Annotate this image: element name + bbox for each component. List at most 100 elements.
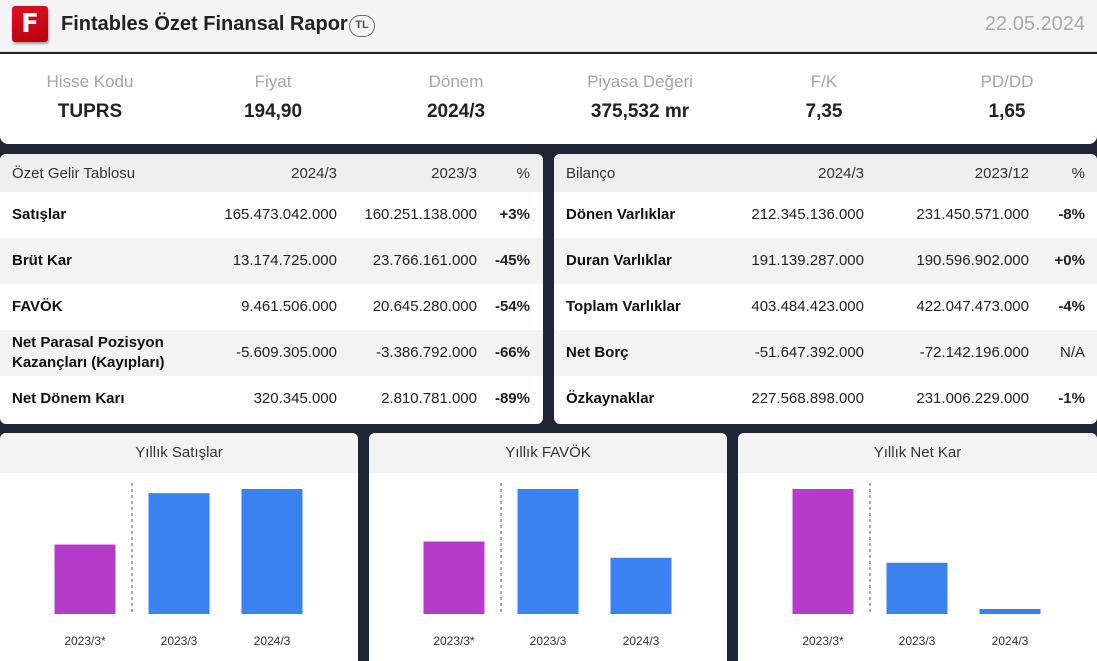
current-value: 403.484.423.000 xyxy=(751,298,864,315)
x-tick-label: 2024/3 xyxy=(623,634,660,648)
change-percent: -66% xyxy=(494,344,530,361)
previous-value: 231.006.229.000 xyxy=(916,390,1029,407)
row-label: Duran Varlıklar xyxy=(566,252,672,269)
metric-price: Fiyat 194,90 xyxy=(183,72,363,123)
current-value: -5.609.305.000 xyxy=(236,344,337,361)
change-percent: -8% xyxy=(1058,206,1085,223)
annual-sales-chart: Yıllık Satışlar 2023/3* 2023/3 2024/3 xyxy=(0,433,358,661)
change-percent: N/A xyxy=(1059,344,1085,361)
metric-pe: F/K 7,35 xyxy=(734,72,914,123)
previous-value: -3.386.792.000 xyxy=(376,344,477,361)
x-tick-label: 2023/3* xyxy=(64,634,106,648)
logo-letter: F xyxy=(21,9,39,39)
row-label-line: Kazançları (Kayıpları) xyxy=(12,354,165,371)
row-label-line: Net Parasal Pozisyon xyxy=(12,334,164,351)
change-percent: +0% xyxy=(1054,252,1085,269)
previous-value: 422.047.473.000 xyxy=(916,298,1029,315)
table-row: Toplam Varlıklar 403.484.423.000 422.047… xyxy=(554,284,1097,330)
chart-plot: 2023/3* 2023/3 2024/3 xyxy=(792,483,1041,648)
income-statement-panel: Özet Gelir Tablosu 2024/3 2023/3 % Satış… xyxy=(0,154,543,424)
x-tick-label: 2023/3* xyxy=(433,634,475,648)
current-value: 320.345.000 xyxy=(253,390,337,407)
table-row: Dönen Varlıklar 212.345.136.000 231.450.… xyxy=(554,192,1097,238)
x-tick-label: 2023/3 xyxy=(161,634,198,648)
metric-ticker: Hisse Kodu TUPRS xyxy=(0,72,180,123)
chart-title: Yıllık Net Kar xyxy=(738,433,1097,473)
metric-market-cap: Piyasa Değeri 375,532 mr xyxy=(550,72,730,123)
bar-1 xyxy=(148,493,210,614)
bar-2 xyxy=(979,609,1041,614)
metric-value: TUPRS xyxy=(57,101,123,122)
change-percent: -1% xyxy=(1058,390,1085,407)
metric-value: 7,35 xyxy=(805,101,843,122)
metric-label: F/K xyxy=(810,72,838,91)
row-label: Satışlar xyxy=(12,206,67,223)
metric-label: Piyasa Değeri xyxy=(587,72,693,91)
x-tick-label: 2024/3 xyxy=(992,634,1029,648)
current-value: 191.139.287.000 xyxy=(751,252,864,269)
previous-value: 20.645.280.000 xyxy=(372,298,477,315)
table-row: Net Borç -51.647.392.000 -72.142.196.000… xyxy=(554,330,1097,376)
metric-label: PD/DD xyxy=(980,72,1034,91)
report-date: 22.05.2024 xyxy=(984,13,1085,35)
row-label: Net Dönem Karı xyxy=(12,390,125,407)
table-row: Satışlar 165.473.042.000 160.251.138.000… xyxy=(0,192,543,238)
chart-plot: 2023/3* 2023/3 2024/3 xyxy=(54,483,303,648)
bar-0 xyxy=(54,544,116,614)
current-value: -51.647.392.000 xyxy=(754,344,864,361)
current-value: 227.568.898.000 xyxy=(751,390,864,407)
metric-pb: PD/DD 1,65 xyxy=(917,72,1097,123)
fintables-logo-icon[interactable]: F xyxy=(12,6,48,42)
row-label: Net Borç xyxy=(566,344,629,361)
table-row: Özkaynaklar 227.568.898.000 231.006.229.… xyxy=(554,376,1097,422)
annual-net-profit-chart: Yıllık Net Kar 2023/3* 2023/3 2024/3 xyxy=(738,433,1097,661)
balance-table-header: Bilanço 2024/3 2023/12 % xyxy=(554,154,1097,192)
metric-label: Fiyat xyxy=(254,72,292,91)
metric-label: Dönem xyxy=(428,72,484,91)
bar-1 xyxy=(517,489,579,614)
row-label: Toplam Varlıklar xyxy=(566,298,681,315)
table-row: Net Dönem Karı 320.345.000 2.810.781.000… xyxy=(0,376,543,422)
currency-badge: TL xyxy=(349,15,375,37)
x-tick-label: 2023/3* xyxy=(802,634,844,648)
column-header: 2024/3 xyxy=(818,165,864,182)
bar-0 xyxy=(423,541,485,614)
bar-0 xyxy=(792,489,854,614)
previous-value: -72.142.196.000 xyxy=(919,344,1029,361)
change-percent: -4% xyxy=(1058,298,1085,315)
previous-value: 160.251.138.000 xyxy=(364,206,477,223)
column-header: Bilanço xyxy=(566,165,616,182)
previous-value: 2.810.781.000 xyxy=(381,390,477,407)
bar-2 xyxy=(610,557,672,614)
column-header: Özet Gelir Tablosu xyxy=(12,165,136,182)
annual-ebitda-chart: Yıllık FAVÖK 2023/3* 2023/3 2024/3 xyxy=(369,433,727,661)
metric-value: 1,65 xyxy=(988,101,1026,122)
row-label: Özkaynaklar xyxy=(566,390,655,407)
column-header: 2023/3 xyxy=(431,165,477,182)
table-row: Brüt Kar 13.174.725.000 23.766.161.000 -… xyxy=(0,238,543,284)
current-value: 9.461.506.000 xyxy=(241,298,337,315)
metric-value: 2024/3 xyxy=(426,101,486,122)
bar-1 xyxy=(886,562,948,614)
row-label: Net Parasal Pozisyon Kazançları (Kayıpla… xyxy=(12,333,165,373)
row-label: FAVÖK xyxy=(12,298,63,315)
table-row: Net Parasal Pozisyon Kazançları (Kayıpla… xyxy=(0,330,543,376)
current-value: 165.473.042.000 xyxy=(224,206,337,223)
chart-plot: 2023/3* 2023/3 2024/3 xyxy=(423,483,672,648)
column-header: 2024/3 xyxy=(291,165,337,182)
change-percent: -89% xyxy=(494,390,530,407)
balance-sheet-panel: Bilanço 2024/3 2023/12 % Dönen Varlıklar… xyxy=(554,154,1097,424)
table-row: Duran Varlıklar 191.139.287.000 190.596.… xyxy=(554,238,1097,284)
chart-title: Yıllık FAVÖK xyxy=(369,433,727,473)
column-header: % xyxy=(1071,165,1085,182)
x-tick-label: 2023/3 xyxy=(530,634,567,648)
summary-strip: Hisse Kodu TUPRS Fiyat 194,90 Dönem 2024… xyxy=(0,54,1097,144)
income-table-header: Özet Gelir Tablosu 2024/3 2023/3 % xyxy=(0,154,543,192)
metric-label: Hisse Kodu xyxy=(46,72,134,91)
row-label: Brüt Kar xyxy=(12,252,73,269)
change-percent: -54% xyxy=(494,298,530,315)
metric-period: Dönem 2024/3 xyxy=(366,72,546,123)
x-tick-label: 2024/3 xyxy=(254,634,291,648)
previous-value: 23.766.161.000 xyxy=(372,252,477,269)
report-title: Fintables Özet Finansal Rapor xyxy=(61,13,348,35)
